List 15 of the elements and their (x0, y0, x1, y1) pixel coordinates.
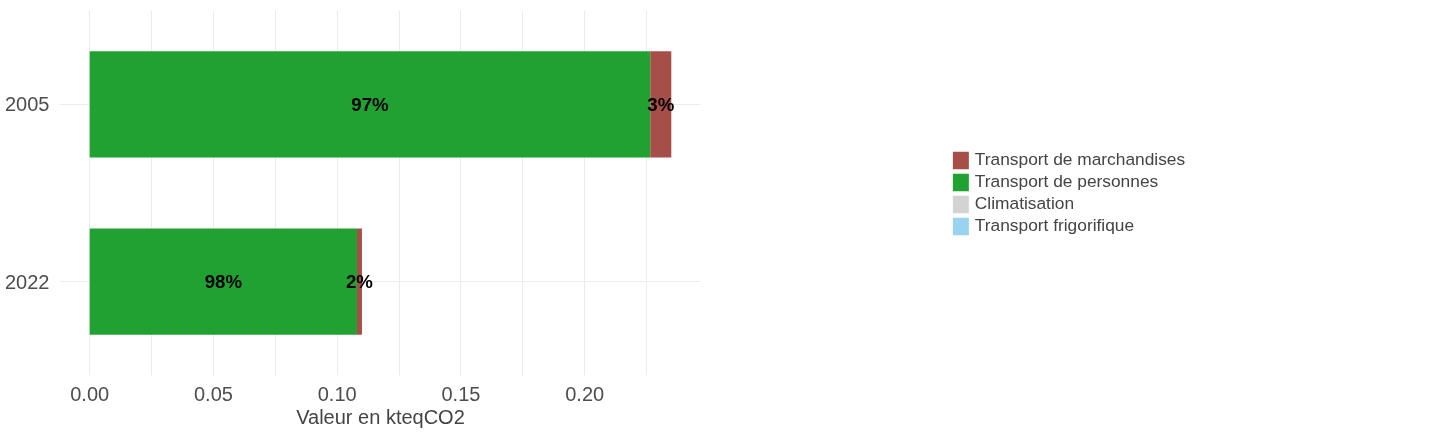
annotation: 98% (204, 271, 243, 293)
y-tick-label: 2022 (5, 270, 50, 293)
legend-label: Transport de marchandises (974, 149, 1186, 170)
y-tick-label: 2005 (5, 93, 50, 116)
legend-label: Transport frigorifique (974, 215, 1135, 236)
x-tick-label: 0.10 (317, 382, 357, 405)
legend-label: Climatisation (974, 193, 1075, 214)
x-tick-label: 0.05 (193, 382, 233, 405)
x-tick-label: 0.00 (70, 382, 110, 405)
x-tick-label: 0.15 (441, 382, 481, 405)
annotation: 97% (351, 93, 390, 115)
x-tick-label: 0.20 (565, 382, 605, 405)
annotation: 2% (345, 271, 374, 293)
legend-label: Transport de personnes (974, 171, 1159, 192)
x-axis-title: Valeur en kteqCO2 (296, 405, 465, 428)
